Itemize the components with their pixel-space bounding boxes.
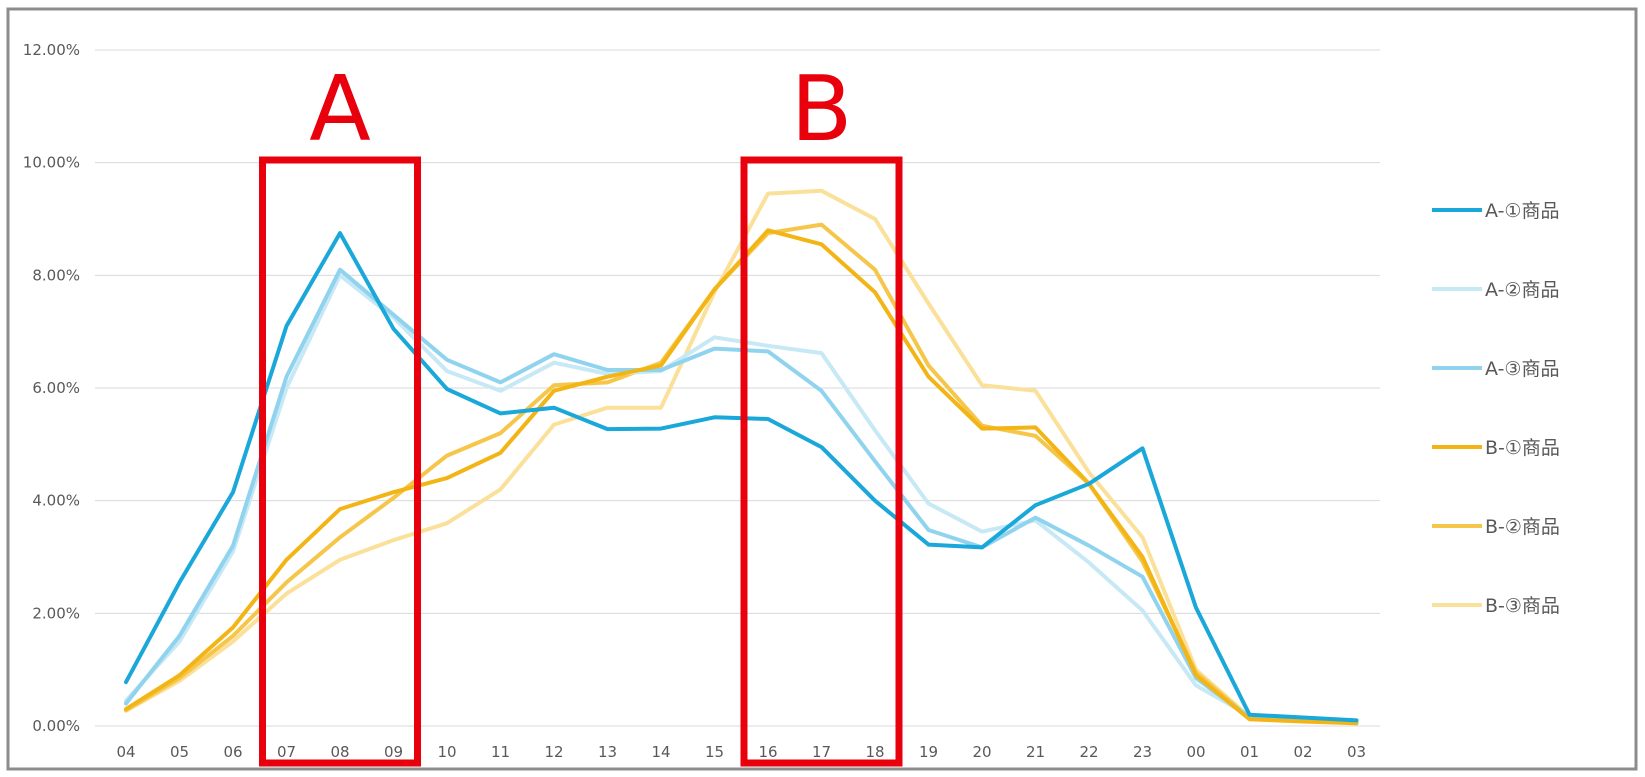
x-tick-label: 03 bbox=[1347, 743, 1366, 761]
y-tick-label: 6.00% bbox=[32, 379, 80, 397]
x-tick-label: 19 bbox=[919, 743, 938, 761]
legend-label: A-②商品 bbox=[1485, 279, 1559, 301]
x-tick-label: 16 bbox=[758, 743, 777, 761]
y-tick-label: 12.00% bbox=[23, 41, 80, 59]
x-tick-label: 05 bbox=[170, 743, 189, 761]
legend-label: B-③商品 bbox=[1485, 595, 1560, 617]
x-tick-label: 15 bbox=[705, 743, 724, 761]
x-tick-label: 14 bbox=[651, 743, 670, 761]
y-tick-label: 2.00% bbox=[32, 604, 80, 622]
annotation-box bbox=[259, 156, 421, 767]
y-axis-tick-labels: 0.00% 2.00% 4.00% 6.00% 8.00% 10.00% 12.00% bbox=[23, 41, 80, 735]
x-tick-label: 23 bbox=[1133, 743, 1152, 761]
x-tick-label: 10 bbox=[437, 743, 456, 761]
x-tick-label: 08 bbox=[330, 743, 349, 761]
x-axis-tick-labels: 04 05 06 07 08 09 10 11 12 13 14 15 16 17 18 19 20 21 22 23… bbox=[116, 743, 1366, 761]
legend-label: A-③商品 bbox=[1485, 358, 1559, 380]
x-tick-label: 11 bbox=[491, 743, 510, 761]
x-tick-label: 17 bbox=[812, 743, 831, 761]
x-tick-label: 01 bbox=[1240, 743, 1259, 761]
x-tick-label: 07 bbox=[277, 743, 296, 761]
x-tick-label: 13 bbox=[598, 743, 617, 761]
y-tick-label: 4.00% bbox=[32, 492, 80, 510]
legend-label: B-①商品 bbox=[1485, 437, 1560, 459]
x-tick-label: 02 bbox=[1293, 743, 1312, 761]
x-tick-label: 21 bbox=[1026, 743, 1045, 761]
y-tick-label: 10.00% bbox=[23, 154, 80, 172]
legend: A-①商品 A-②商品 A-③商品 B-①商品 B-②商品 B-③商品 bbox=[1432, 200, 1560, 617]
x-tick-label: 09 bbox=[384, 743, 403, 761]
x-tick-label: 20 bbox=[972, 743, 991, 761]
x-tick-label: 06 bbox=[223, 743, 242, 761]
legend-label: B-②商品 bbox=[1485, 516, 1560, 538]
y-tick-label: 8.00% bbox=[32, 266, 80, 284]
annotation-box bbox=[740, 156, 903, 767]
y-tick-label: 0.00% bbox=[32, 717, 80, 735]
x-tick-label: 00 bbox=[1186, 743, 1205, 761]
x-tick-label: 12 bbox=[544, 743, 563, 761]
legend-label: A-①商品 bbox=[1485, 200, 1559, 222]
x-tick-label: 18 bbox=[865, 743, 884, 761]
x-tick-label: 22 bbox=[1079, 743, 1098, 761]
annotation-label: A bbox=[309, 57, 371, 162]
annotation-label: B bbox=[791, 57, 853, 162]
x-tick-label: 04 bbox=[116, 743, 135, 761]
